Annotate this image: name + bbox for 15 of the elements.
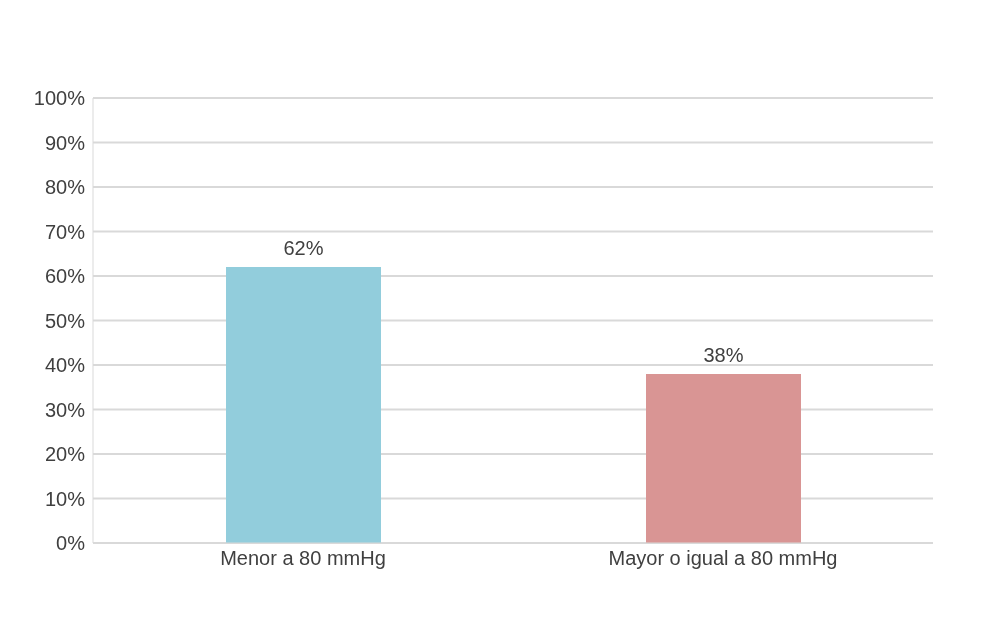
x-tick-label: Mayor o igual a 80 mmHg (608, 547, 838, 570)
y-tick-label: 90% (44, 131, 86, 154)
y-tick-label: 0% (56, 532, 86, 555)
y-tick-label: 80% (44, 176, 86, 199)
y-tick-label: 100% (33, 87, 86, 110)
y-tick-label: 60% (44, 265, 86, 288)
y-tick-label: 40% (44, 354, 86, 377)
y-tick-label: 10% (44, 487, 86, 510)
y-tick-label: 50% (44, 309, 86, 332)
y-tick-label: 70% (44, 220, 86, 243)
data-label: 62% (283, 237, 324, 260)
y-tick-label: 30% (44, 398, 86, 421)
y-tick-label: 20% (44, 443, 86, 466)
x-tick-label: Menor a 80 mmHg (220, 547, 386, 570)
data-label: 38% (703, 343, 744, 366)
